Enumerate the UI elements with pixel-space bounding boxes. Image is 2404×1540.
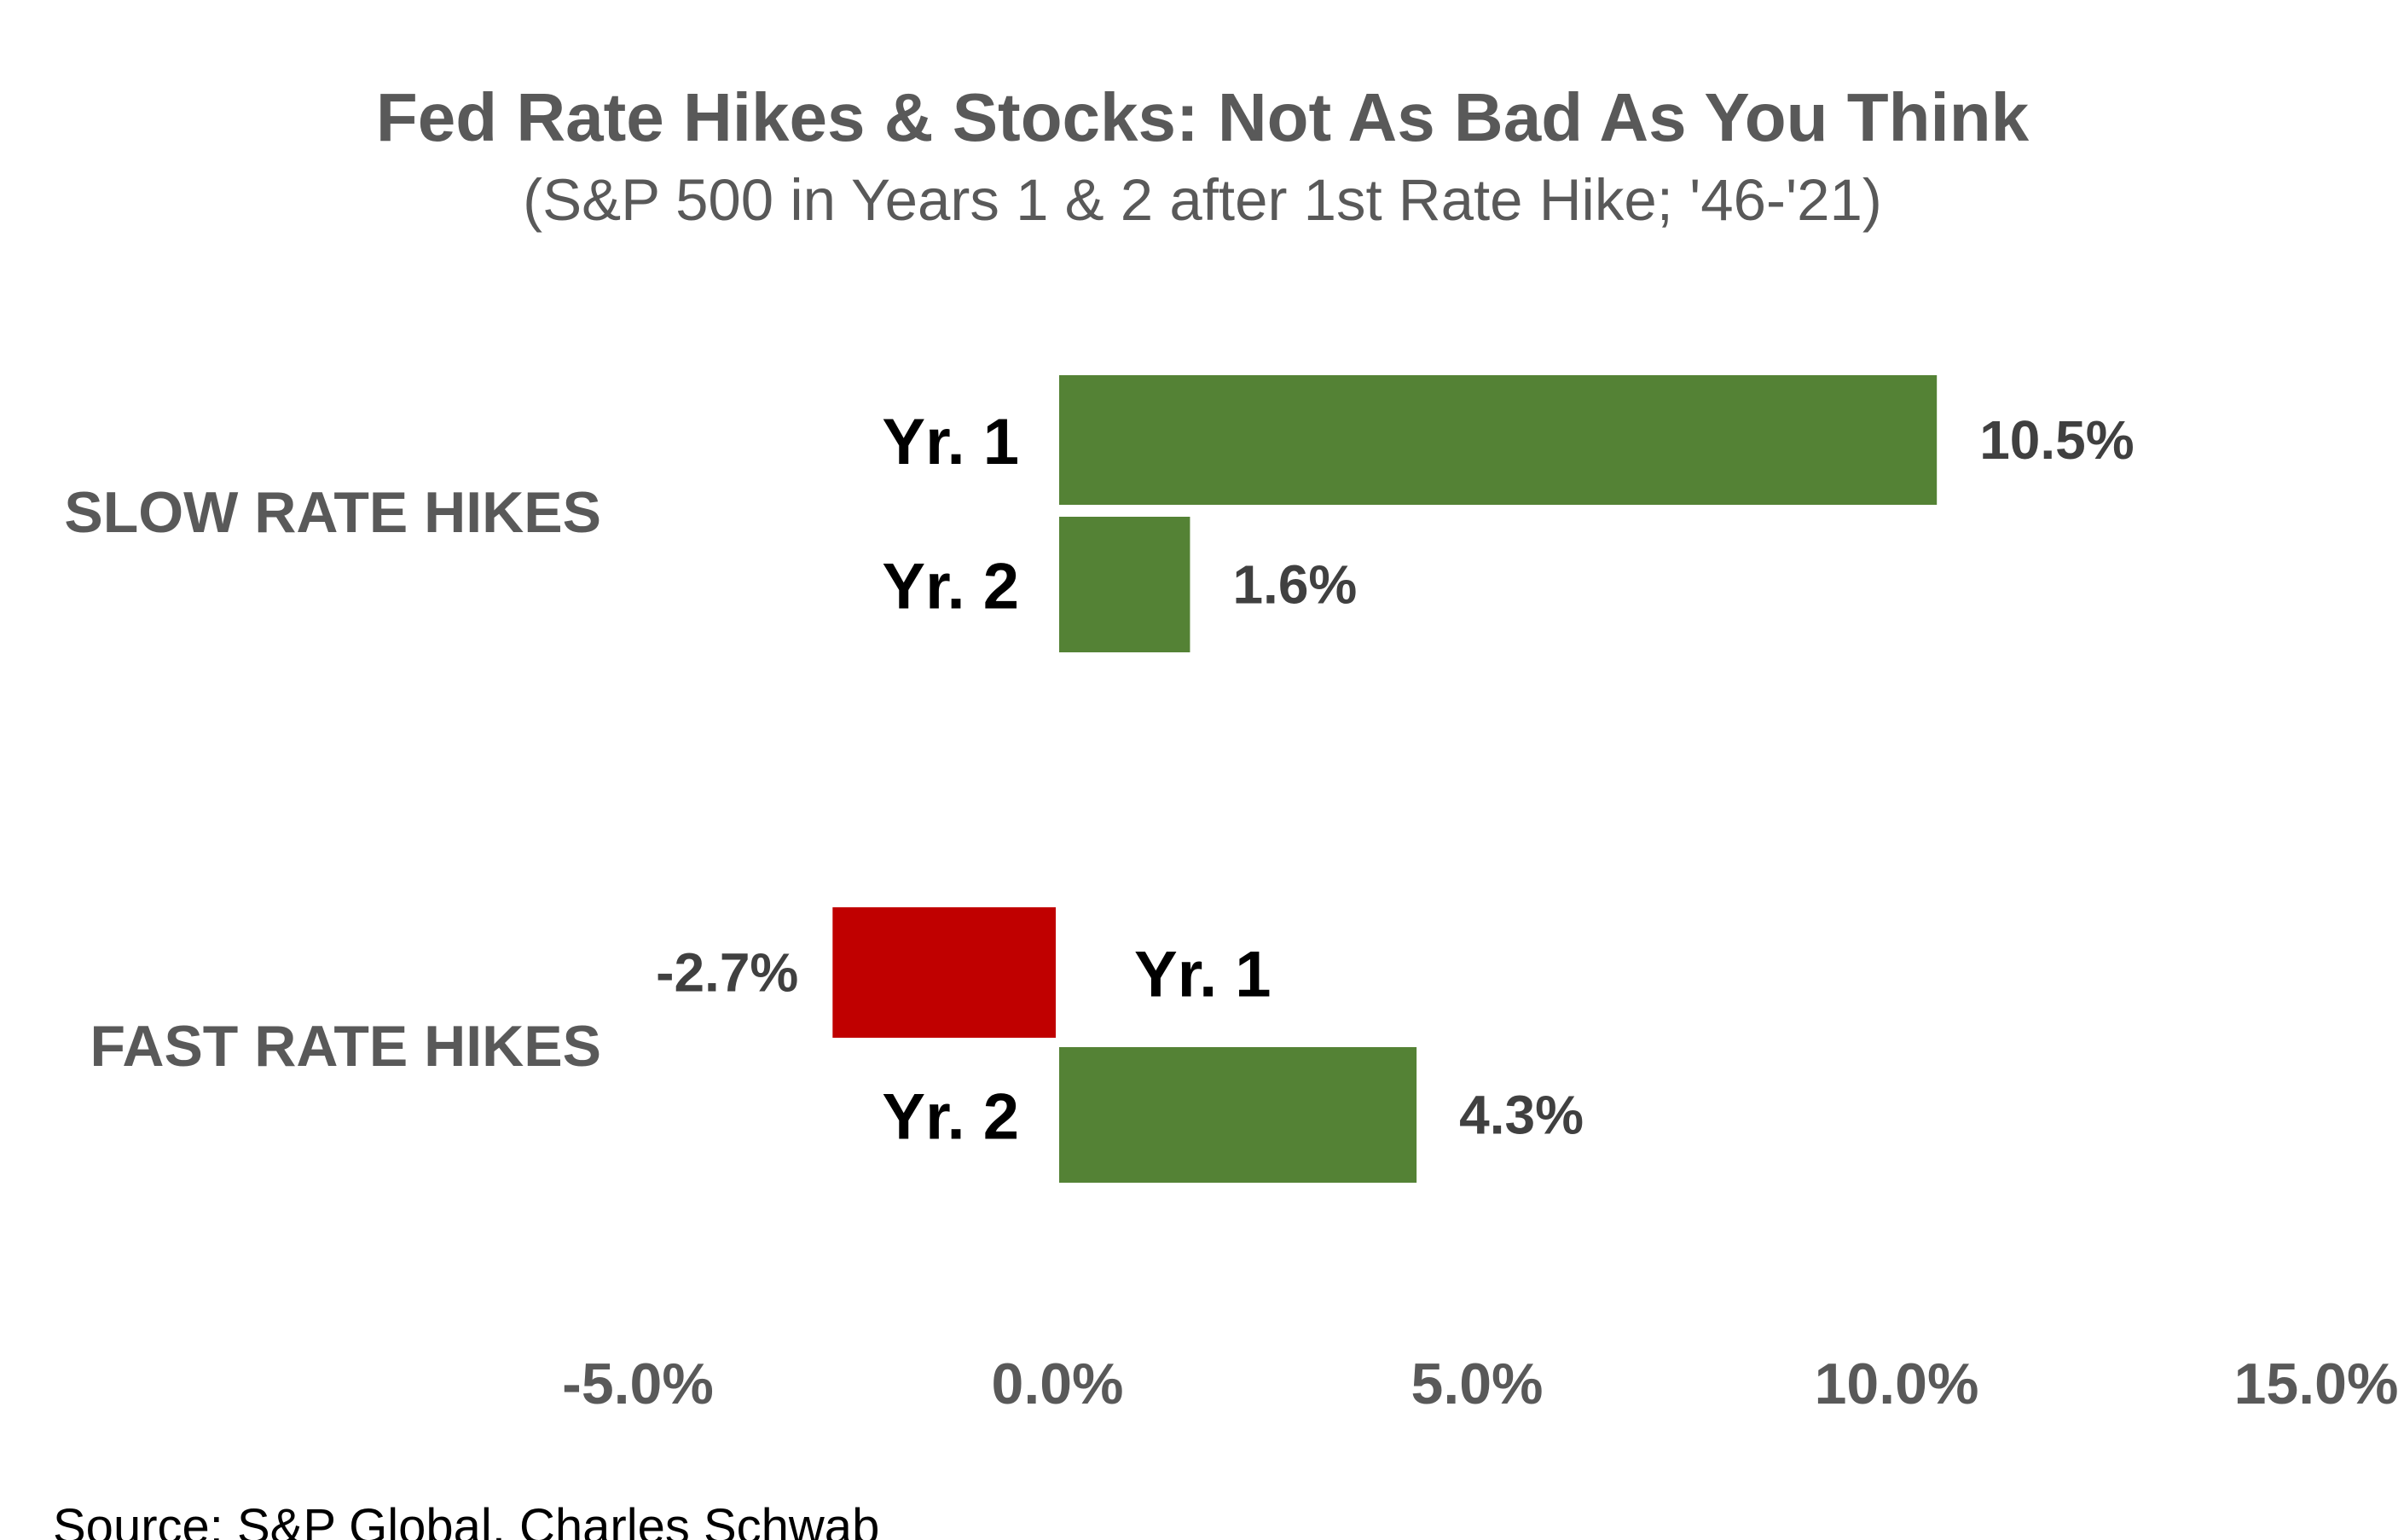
plot-area: SLOW RATE HIKES Yr. 1 10.5% Yr. 2 1.6% FAST R… [64,372,2135,1186]
data-label: 1.6% [1232,554,1357,616]
bar [1056,372,1941,508]
series-label: Yr. 2 [882,1081,1019,1154]
group-label: SLOW RATE HIKES [64,480,601,545]
series-label: Yr. 2 [882,551,1019,623]
x-tick-label: 5.0% [1411,1352,1544,1416]
group-label: FAST RATE HIKES [90,1014,601,1079]
data-label: 4.3% [1459,1085,1584,1146]
x-tick-label: 0.0% [992,1352,1124,1416]
bar [829,904,1059,1041]
chart-subtitle: (S&P 500 in Years 1 & 2 after 1st Rate H… [523,167,1882,233]
x-axis: -5.0% 0.0% 5.0% 10.0% 15.0% [562,1352,2398,1416]
x-tick-label: -5.0% [562,1352,714,1416]
data-label: 10.5% [1979,409,2134,471]
data-label: -2.7% [656,942,798,1004]
chart-title: Fed Rate Hikes & Stocks: Not As Bad As Y… [376,79,2030,155]
x-tick-label: 10.0% [1815,1352,1979,1416]
series-label: Yr. 1 [882,406,1019,478]
series-label: Yr. 1 [1134,939,1272,1011]
bar [1056,513,1194,656]
bar [1056,1044,1421,1186]
source-note: Source: S&P Global, Charles Schwab [53,1499,879,1540]
x-tick-label: 15.0% [2234,1352,2399,1416]
